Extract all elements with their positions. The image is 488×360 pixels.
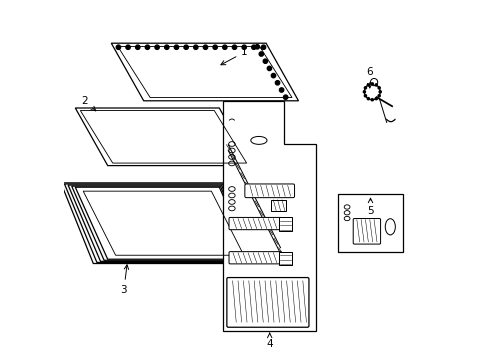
- Bar: [278, 252, 292, 265]
- FancyBboxPatch shape: [244, 184, 294, 198]
- Circle shape: [370, 99, 373, 101]
- Circle shape: [267, 66, 271, 71]
- Circle shape: [370, 83, 373, 85]
- Circle shape: [377, 95, 380, 97]
- Circle shape: [126, 45, 130, 49]
- Text: 2: 2: [81, 96, 96, 111]
- Circle shape: [279, 88, 283, 92]
- FancyBboxPatch shape: [352, 219, 380, 244]
- Circle shape: [222, 45, 226, 49]
- Ellipse shape: [385, 219, 394, 235]
- Circle shape: [242, 45, 246, 49]
- Circle shape: [363, 91, 365, 93]
- Circle shape: [275, 81, 279, 85]
- Circle shape: [164, 45, 168, 49]
- Circle shape: [261, 45, 265, 49]
- Circle shape: [370, 78, 377, 86]
- Circle shape: [174, 45, 178, 49]
- Circle shape: [378, 91, 381, 93]
- Circle shape: [193, 45, 198, 49]
- Circle shape: [145, 45, 149, 49]
- Circle shape: [259, 52, 263, 56]
- Circle shape: [255, 45, 259, 49]
- Text: 6: 6: [366, 67, 372, 88]
- Text: 1: 1: [221, 47, 247, 65]
- Polygon shape: [111, 43, 298, 101]
- Polygon shape: [61, 183, 256, 264]
- Text: 4: 4: [266, 333, 272, 349]
- Polygon shape: [75, 187, 251, 259]
- Circle shape: [251, 45, 256, 49]
- Circle shape: [283, 95, 287, 99]
- Circle shape: [364, 87, 366, 89]
- Polygon shape: [72, 186, 252, 260]
- Bar: [278, 217, 292, 231]
- Circle shape: [203, 45, 207, 49]
- Text: 5: 5: [366, 198, 373, 216]
- Polygon shape: [75, 108, 251, 166]
- Circle shape: [135, 45, 140, 49]
- Circle shape: [232, 45, 236, 49]
- Ellipse shape: [250, 136, 266, 144]
- FancyBboxPatch shape: [228, 217, 281, 230]
- Text: 3: 3: [121, 265, 128, 295]
- Circle shape: [374, 84, 377, 86]
- Circle shape: [116, 45, 121, 49]
- Circle shape: [213, 45, 217, 49]
- Circle shape: [271, 73, 275, 78]
- FancyBboxPatch shape: [226, 278, 308, 327]
- Circle shape: [263, 59, 267, 63]
- Circle shape: [366, 84, 368, 86]
- Bar: [337, 194, 402, 252]
- FancyBboxPatch shape: [228, 252, 281, 264]
- Polygon shape: [64, 184, 254, 262]
- Circle shape: [366, 98, 368, 100]
- Circle shape: [374, 98, 377, 100]
- Circle shape: [183, 45, 188, 49]
- Circle shape: [377, 87, 380, 89]
- Polygon shape: [223, 101, 316, 331]
- Bar: [271, 200, 285, 211]
- Circle shape: [155, 45, 159, 49]
- Polygon shape: [68, 185, 253, 261]
- Circle shape: [364, 84, 380, 100]
- Circle shape: [364, 95, 366, 97]
